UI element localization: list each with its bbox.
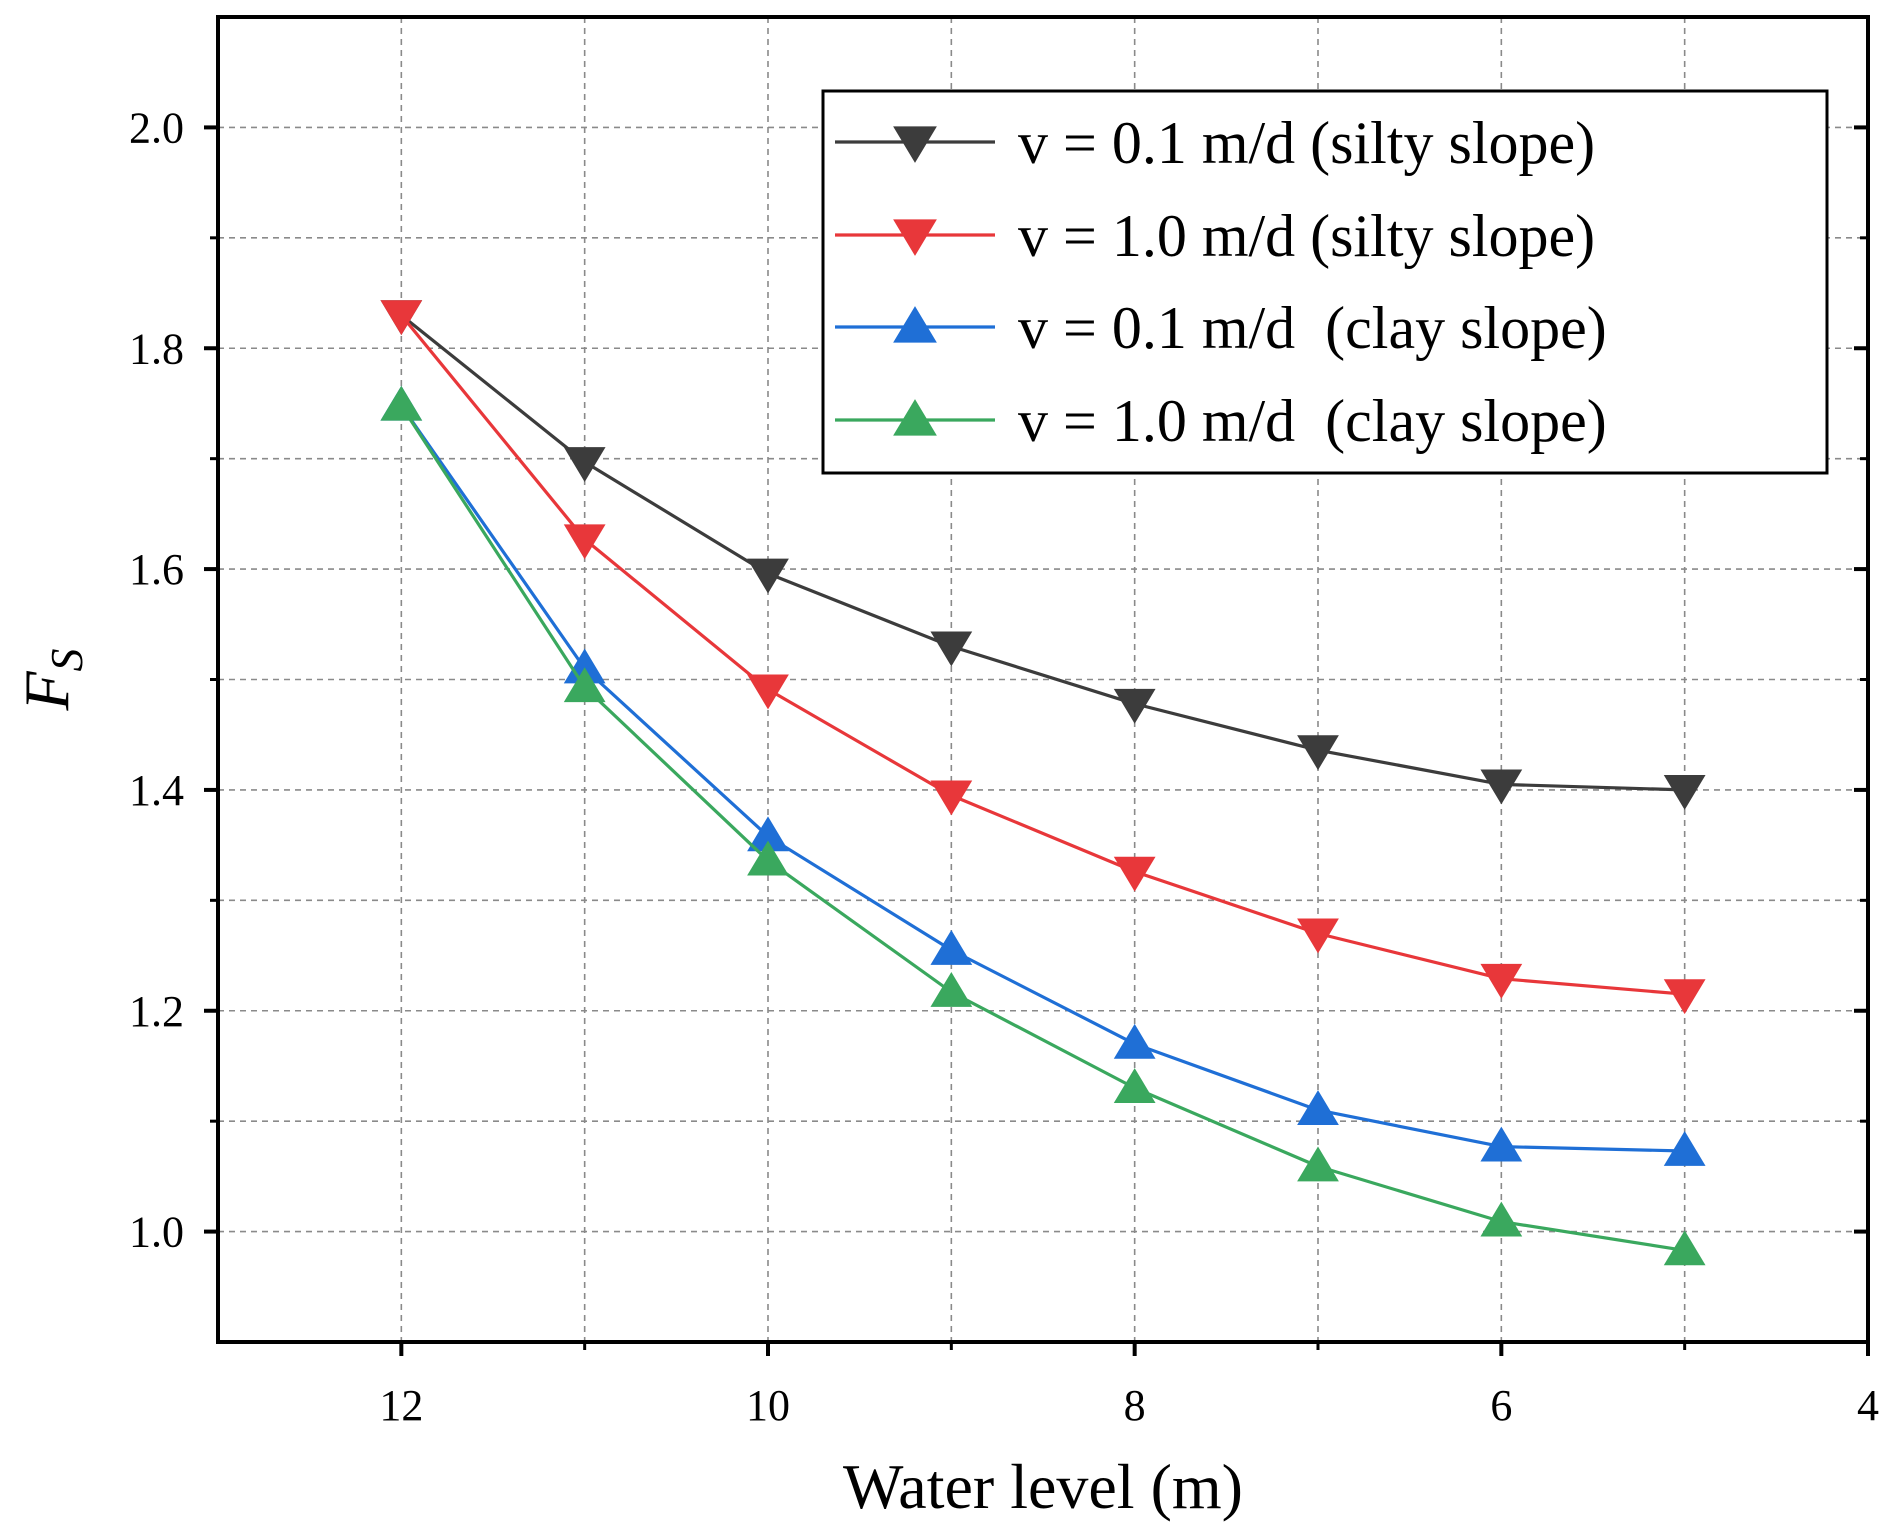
x-tick-label: 10: [746, 1381, 790, 1430]
data-point-marker: [563, 524, 606, 560]
legend-entry: v = 1.0 m/d (clay slope): [835, 388, 1607, 454]
series-line: [399, 404, 1685, 1153]
data-point-marker: [930, 930, 973, 965]
data-point-marker: [1113, 688, 1156, 724]
series-line: [399, 404, 1685, 1252]
data-point-marker: [1663, 1230, 1706, 1266]
data-point-marker: [1663, 979, 1706, 1015]
series-line: [400, 313, 1685, 792]
legend-label: v = 0.1 m/d (clay slope): [1018, 295, 1607, 361]
data-point-marker: [1297, 1090, 1339, 1126]
data-point-marker: [380, 385, 423, 421]
data-point-marker: [1297, 1146, 1339, 1182]
data-point-marker: [563, 447, 606, 482]
data-point-marker: [1480, 1126, 1523, 1162]
data-point-marker: [1480, 769, 1523, 805]
data-point-marker: [380, 300, 423, 336]
series-2: [380, 300, 1706, 1015]
legend-entry: v = 0.1 m/d (silty slope): [835, 110, 1595, 176]
data-point-marker: [747, 840, 789, 876]
y-tick-label: 1.4: [129, 766, 184, 815]
x-tick-label: 4: [1857, 1381, 1879, 1430]
data-point-marker: [1663, 775, 1706, 810]
data-point-marker: [1113, 1068, 1156, 1103]
legend-marker: [893, 126, 937, 163]
legend-entry: v = 0.1 m/d (clay slope): [835, 295, 1607, 361]
y-axis-title-main: F: [11, 671, 82, 712]
tick-labels: 12 10 8 6 4 1.0 1.2 1.4 1.6 1.8 2.0: [129, 103, 1879, 1430]
legend-label: v = 0.1 m/d (silty slope): [1018, 110, 1595, 176]
y-tick-label: 2.0: [129, 103, 184, 152]
x-tick-label: 12: [379, 1381, 423, 1430]
data-point-marker: [930, 780, 973, 816]
data-point-marker: [1480, 1201, 1523, 1237]
y-tick-label: 1.2: [129, 987, 184, 1036]
x-axis-title: Water level (m): [843, 1451, 1243, 1522]
legend-marker: [893, 306, 937, 343]
ticks: [204, 125, 1870, 1356]
series-4: [380, 385, 1706, 1266]
data-point-marker: [1113, 856, 1156, 892]
legend-box: [821, 89, 1829, 475]
legend-label: v = 1.0 m/d (silty slope): [1018, 203, 1595, 269]
y-axis-title-subscript: S: [41, 648, 92, 671]
data-point-marker: [930, 631, 973, 667]
legend-label: v = 1.0 m/d (clay slope): [1018, 388, 1607, 454]
x-tick-label: 8: [1124, 1381, 1146, 1430]
series-layer: [380, 300, 1706, 1266]
data-point-marker: [1297, 918, 1339, 954]
plot-frame: [216, 15, 1870, 1344]
data-point-marker: [1113, 1023, 1156, 1059]
series-1: [380, 300, 1706, 810]
legend-marker: [893, 219, 937, 256]
data-point-marker: [747, 674, 789, 710]
y-axis-title: FS: [11, 648, 92, 711]
legend: v = 0.1 m/d (silty slope) v = 1.0 m/d (si…: [821, 89, 1829, 475]
y-tick-label: 1.0: [129, 1208, 184, 1257]
data-point-marker: [1297, 735, 1339, 771]
x-tick-label: 6: [1490, 1381, 1512, 1430]
y-tick-label: 1.6: [129, 545, 184, 594]
data-point-marker: [563, 667, 606, 703]
legend-entry: v = 1.0 m/d (silty slope): [835, 203, 1595, 269]
data-point-marker: [747, 558, 789, 594]
data-point-marker: [1480, 963, 1523, 999]
data-point-marker: [1663, 1131, 1706, 1166]
data-point-marker: [930, 972, 973, 1007]
series-line: [400, 314, 1685, 996]
y-tick-label: 1.8: [129, 324, 184, 373]
legend-marker: [893, 399, 937, 436]
